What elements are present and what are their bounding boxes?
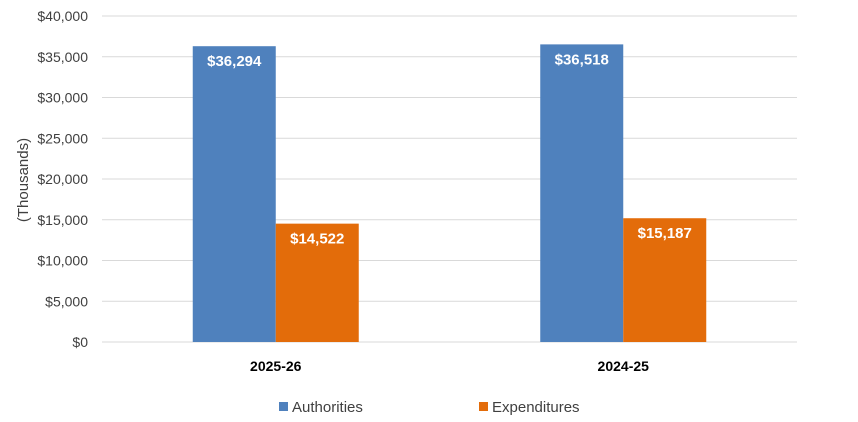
legend: Authorities Expenditures [279, 399, 580, 416]
y-tick-label: $40,000 [37, 8, 88, 24]
y-axis-label: (Thousands) [15, 138, 32, 222]
y-tick-label: $0 [72, 334, 88, 350]
y-tick-label: $30,000 [37, 90, 88, 106]
bar-authorities-2024-25 [540, 44, 624, 343]
y-tick-labels: $0 $5,000 $10,000 $15,000 $20,000 $25,000 $30,… [37, 8, 88, 350]
y-tick-label: $10,000 [37, 253, 88, 269]
data-label: $14,522 [290, 231, 344, 248]
data-label: $36,518 [555, 51, 609, 68]
bar-authorities-2025-26 [192, 46, 276, 343]
x-category-label: 2024-25 [598, 358, 650, 374]
data-labels: $36,294 $14,522 $36,518 $15,187 [207, 51, 692, 247]
bar-expenditures-2025-26 [275, 223, 359, 342]
legend-swatch-expenditures [479, 402, 488, 411]
bars [192, 44, 707, 343]
category-labels: 2025-26 2024-25 [250, 358, 649, 374]
y-tick-label: $15,000 [37, 212, 88, 228]
y-tick-label: $35,000 [37, 49, 88, 65]
y-tick-label: $25,000 [37, 130, 88, 146]
legend-label-authorities: Authorities [292, 399, 363, 416]
data-label: $15,187 [638, 225, 692, 242]
x-category-label: 2025-26 [250, 358, 302, 374]
y-tick-label: $20,000 [37, 171, 88, 187]
bar-expenditures-2024-25 [623, 218, 707, 342]
data-label: $36,294 [207, 53, 262, 70]
legend-label-expenditures: Expenditures [492, 399, 580, 416]
y-tick-label: $5,000 [45, 293, 88, 309]
legend-swatch-authorities [279, 402, 288, 411]
